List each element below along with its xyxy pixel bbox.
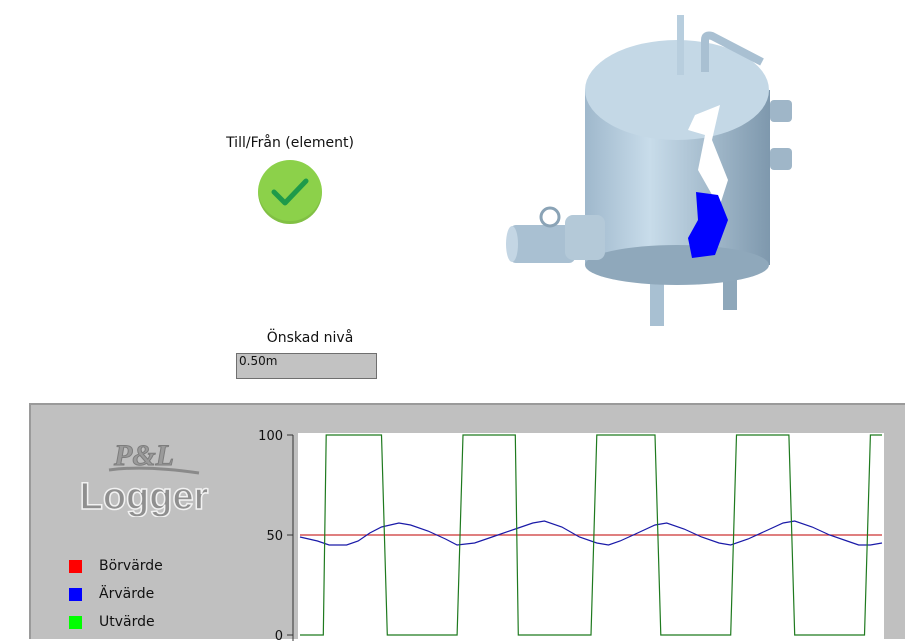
legend-item-arvarde: Ärvärde bbox=[69, 586, 154, 602]
logger-panel: P&L Logger Börvärde Ärvärde Utvärde 100 5… bbox=[29, 403, 905, 641]
y-tick-label: 50 bbox=[266, 529, 283, 544]
level-input[interactable]: 0.50m bbox=[236, 353, 377, 379]
legend-label: Utvärde bbox=[99, 614, 155, 630]
legend-swatch bbox=[69, 559, 82, 573]
y-tick-label: 100 bbox=[258, 429, 283, 444]
legend-label: Ärvärde bbox=[99, 586, 155, 602]
legend-item-utvarde: Utvärde bbox=[69, 614, 155, 630]
legend-swatch bbox=[69, 587, 82, 601]
toggle-button[interactable] bbox=[258, 160, 322, 224]
legend-label: Börvärde bbox=[99, 558, 163, 574]
pl-logger-logo: P&L Logger bbox=[79, 439, 209, 518]
toggle-label: Till/Från (element) bbox=[226, 135, 354, 151]
check-icon bbox=[271, 178, 309, 206]
trend-chart: 100 50 0 bbox=[258, 429, 884, 641]
legend-swatch bbox=[69, 615, 82, 629]
series-line-utvarde bbox=[300, 434, 882, 636]
logo-line2: Logger bbox=[80, 476, 209, 517]
y-tick-label: 0 bbox=[275, 629, 283, 641]
level-label: Önskad nivå bbox=[266, 330, 354, 346]
legend-item-borvarde: Börvärde bbox=[69, 558, 163, 574]
plot-area bbox=[298, 433, 884, 639]
water-tank-icon bbox=[506, 15, 792, 326]
